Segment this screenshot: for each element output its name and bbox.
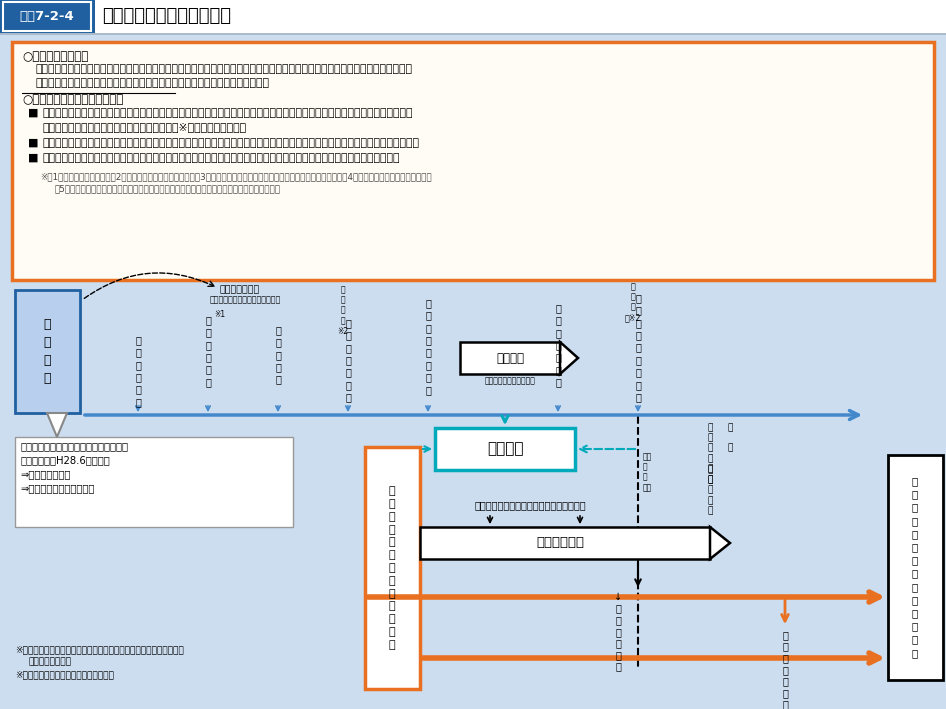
Polygon shape: [560, 342, 578, 374]
Text: ※２　「医療事故調査・支援センター」: ※２ 「医療事故調査・支援センター」: [15, 670, 114, 679]
Text: センターは、医療機関が行った調査結果の報告に係る整理・分析を行い、医療事故の再発の防止に関する普及啓発を行う。: センターは、医療機関が行った調査結果の報告に係る整理・分析を行い、医療事故の再発…: [42, 153, 399, 163]
Bar: [0, 33, 946, 35]
FancyArrowPatch shape: [580, 446, 635, 452]
Text: 死
亡
事
例
発
生: 死 亡 事 例 発 生: [135, 335, 141, 407]
Text: 遺
族
へ
結
果
説
明: 遺 族 へ 結 果 説 明: [555, 303, 561, 387]
Text: て、当該医療機関の管理者がその死亡又は死産を予期しなかったもの」である。: て、当該医療機関の管理者がその死亡又は死産を予期しなかったもの」である。: [35, 78, 269, 88]
Text: 支援団体: 支援団体: [487, 442, 523, 457]
Text: センター調査: センター調査: [536, 537, 584, 549]
Bar: [3, 2, 91, 31]
Text: セ
ン
タ
ー
※2: セ ン タ ー ※2: [338, 285, 348, 335]
Bar: [435, 428, 575, 470]
Bar: [95, 0, 946, 33]
Bar: [12, 42, 934, 280]
Text: 体制を確保（H28.6見直し）: 体制を確保（H28.6見直し）: [20, 455, 110, 465]
Bar: [0, 0, 946, 33]
Bar: [15, 290, 80, 413]
Text: ⇒医療事故の判断: ⇒医療事故の判断: [20, 469, 70, 479]
Text: （業
務
委
託）: （業 務 委 託）: [643, 452, 652, 492]
Text: 再
発
の
防
止
に
関
す
る
普
及
啓
発
等: 再 発 の 防 止 に 関 す る 普 及 啓 発 等: [912, 476, 919, 658]
Text: セ
ン
タ
ー
へ
結
果
報
告: セ ン タ ー へ 結 果 報 告: [635, 293, 641, 402]
Text: ※（1）医療機関への支援、（2）院内調査結果の整理・分析、（3）遺族又は医療機関からの求めに応じて行う調査の実施、（4）再発の防止に関する普及啓発、: ※（1）医療機関への支援、（2）院内調査結果の整理・分析、（3）遺族又は医療機関…: [40, 172, 431, 181]
Text: ⇒事例に対する適切な対応: ⇒事例に対する適切な対応: [20, 483, 95, 493]
Text: 収
集
し
た
情
報
の
整
理
及
び
分
析: 収 集 し た 情 報 の 整 理 及 び 分 析: [782, 630, 788, 709]
Text: 図表7-2-4: 図表7-2-4: [20, 9, 75, 23]
Text: 医
療
事
故
調
査
開
始: 医 療 事 故 調 査 開 始: [425, 298, 431, 395]
Text: ↓
結
果
報
告
受
付: ↓ 結 果 報 告 受 付: [614, 592, 622, 671]
Text: 遺族等への説明: 遺族等への説明: [220, 285, 260, 294]
Text: 医
療
機
関
及
び: 医 療 機 関 及 び: [708, 423, 712, 484]
Bar: [15, 437, 293, 527]
Text: 団体へ相談が可能: 団体へ相談が可能: [28, 657, 71, 666]
Polygon shape: [710, 527, 730, 559]
Text: 医療機関又は遺族から調査の依頼があったものについて、センターが調査を行い、その結果を医療機関及び遺族への報告を行う。: 医療機関又は遺族から調査の依頼があったものについて、センターが調査を行い、その結…: [42, 138, 419, 148]
Text: 医
療
事
故
調
査
・
支
援
セ
ン
タ
ー: 医 療 事 故 調 査 ・ 支 援 セ ン タ ー: [389, 486, 395, 650]
Text: セ
ン
タ
ー※2: セ ン タ ー※2: [624, 282, 641, 322]
Text: 医
療
事
故
判
断: 医 療 事 故 判 断: [205, 315, 211, 387]
Text: 族への説明及び医療事故調査・支援センター（※）への報告を行う。: 族への説明及び医療事故調査・支援センター（※）への報告を行う。: [42, 122, 246, 132]
Text: 医
療
機
関: 医 療 機 関: [44, 318, 51, 386]
Text: セ
ン
タ
ー
へ
報
告: セ ン タ ー へ 報 告: [345, 318, 351, 403]
Text: ※1: ※1: [214, 310, 225, 319]
Text: ※１　管理者が判断する上での医療事故調査・支援センター又は支援: ※１ 管理者が判断する上での医療事故調査・支援センター又は支援: [15, 645, 184, 654]
Bar: [420, 527, 710, 559]
Text: 対象となる医療事故が発生した場合、医療機関は、遺族への説明、第三者機関へ報告、必要な調査の実施、調査結果について遺: 対象となる医療事故が発生した場合、医療機関は、遺族への説明、第三者機関へ報告、必…: [42, 108, 412, 118]
Text: （制度の外で一般的に行う説明）: （制度の外で一般的に行う説明）: [210, 295, 281, 304]
Polygon shape: [47, 413, 67, 437]
Text: 遺
族
へ
説
明: 遺 族 へ 説 明: [275, 325, 281, 384]
Text: 医療機関又は遺族からの依頼があった場合: 医療機関又は遺族からの依頼があった場合: [474, 500, 586, 510]
Text: 院内での死亡事例を遺漏なく把握できる: 院内での死亡事例を遺漏なく把握できる: [20, 441, 128, 451]
Text: ■: ■: [28, 108, 39, 118]
Text: 対象となる医療事故は、「医療機関に勤務する医療従事者が提供した医療に起因し、又は起因すると疑われる死亡又は死産であっ: 対象となる医療事故は、「医療機関に勤務する医療従事者が提供した医療に起因し、又は…: [35, 64, 412, 74]
Text: （5）医療事故に係る調査に携わる者への研修等を適切かつ確実に行う新たな民間組織を指定。: （5）医療事故に係る調査に携わる者への研修等を適切かつ確実に行う新たな民間組織を…: [55, 184, 281, 193]
Text: の
結
果
報
告: の 結 果 報 告: [708, 465, 712, 515]
Bar: [888, 455, 943, 680]
Text: 院内調査: 院内調査: [496, 352, 524, 364]
FancyArrowPatch shape: [84, 273, 214, 298]
Bar: [460, 342, 560, 374]
Text: ○　医療事故の定義: ○ 医療事故の定義: [22, 50, 88, 63]
Text: ■: ■: [28, 153, 39, 163]
Text: （必要な支援を求める）: （必要な支援を求める）: [484, 376, 535, 385]
Text: 遺
  
族: 遺 族: [727, 423, 733, 453]
Text: ○　本制度における調査の流れ: ○ 本制度における調査の流れ: [22, 93, 123, 106]
Text: 医療事故調査制度の仕組み: 医療事故調査制度の仕組み: [102, 7, 231, 25]
Bar: [365, 447, 420, 689]
Text: ■: ■: [28, 138, 39, 148]
